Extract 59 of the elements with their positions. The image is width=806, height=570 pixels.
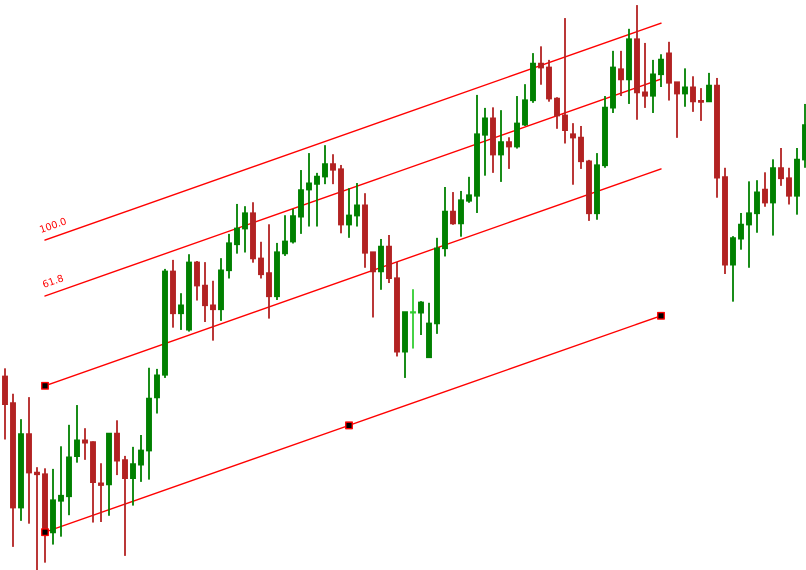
candlestick <box>674 81 680 139</box>
candlestick <box>778 147 784 187</box>
candlestick <box>154 368 160 414</box>
candlestick <box>562 17 568 144</box>
candlestick <box>258 240 264 280</box>
point <box>345 421 353 430</box>
candlestick <box>354 182 360 228</box>
candlestick <box>466 176 472 204</box>
candlestick <box>410 288 416 350</box>
point <box>657 312 665 320</box>
candlestick <box>74 404 80 464</box>
annotation: 100.0 <box>40 217 67 233</box>
candlestick <box>178 292 184 331</box>
candlestick <box>498 109 504 183</box>
candlestick <box>514 95 520 150</box>
candlestick <box>242 205 248 254</box>
candlestick <box>34 466 40 570</box>
point <box>41 382 49 390</box>
candlestick <box>346 187 352 239</box>
candlestick <box>138 434 144 483</box>
candlestick <box>506 136 512 170</box>
candlestick <box>642 42 648 109</box>
candlestick <box>658 53 664 88</box>
candlestick <box>690 75 696 113</box>
candlestick <box>314 172 320 228</box>
candlestick <box>266 223 272 320</box>
candlestick <box>194 260 200 302</box>
candlestick <box>754 179 760 234</box>
candlestick <box>210 280 216 342</box>
candlestick <box>122 454 128 557</box>
candlestick <box>650 58 656 114</box>
candlestick <box>746 180 752 269</box>
candlestick <box>322 144 328 186</box>
candlestick <box>698 87 704 122</box>
candlestick <box>786 166 792 206</box>
annotation: 61.8 <box>42 274 64 288</box>
candlestick <box>706 72 712 103</box>
candlestick <box>482 106 488 177</box>
candlestick <box>98 462 104 523</box>
candlestick <box>738 212 744 251</box>
candlestick <box>82 427 88 461</box>
candlestick <box>450 191 456 226</box>
candlestick <box>370 251 376 318</box>
candlestick <box>618 50 624 97</box>
candlestick <box>130 446 136 507</box>
candlestick <box>570 122 576 186</box>
candlestick <box>306 152 312 228</box>
candlestick <box>330 153 336 186</box>
candlestick <box>682 67 688 108</box>
candlestick <box>58 445 64 538</box>
candlestick <box>458 190 464 238</box>
candlestick <box>202 261 208 323</box>
candlestick <box>762 171 768 208</box>
candlestick <box>554 96 560 130</box>
candlestick <box>282 214 288 257</box>
candlestick <box>234 203 240 255</box>
point <box>41 528 49 536</box>
candlestick <box>538 45 544 86</box>
candlestick <box>418 300 424 336</box>
